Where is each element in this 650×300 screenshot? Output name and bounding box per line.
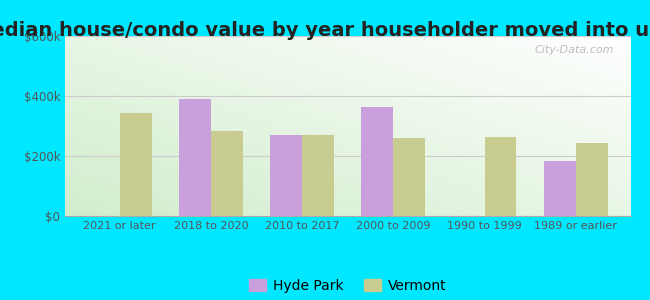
Bar: [211, 130, 243, 216]
Bar: [302, 135, 334, 216]
Bar: [179, 99, 211, 216]
Bar: [576, 142, 608, 216]
Text: Median house/condo value by year householder moved into unit: Median house/condo value by year househo…: [0, 21, 650, 40]
Bar: [120, 112, 151, 216]
Bar: [393, 138, 425, 216]
Legend: Hyde Park, Vermont: Hyde Park, Vermont: [244, 273, 452, 298]
Bar: [544, 160, 576, 216]
Text: City-Data.com: City-Data.com: [534, 45, 614, 55]
Bar: [484, 136, 517, 216]
Bar: [361, 106, 393, 216]
Bar: [270, 135, 302, 216]
